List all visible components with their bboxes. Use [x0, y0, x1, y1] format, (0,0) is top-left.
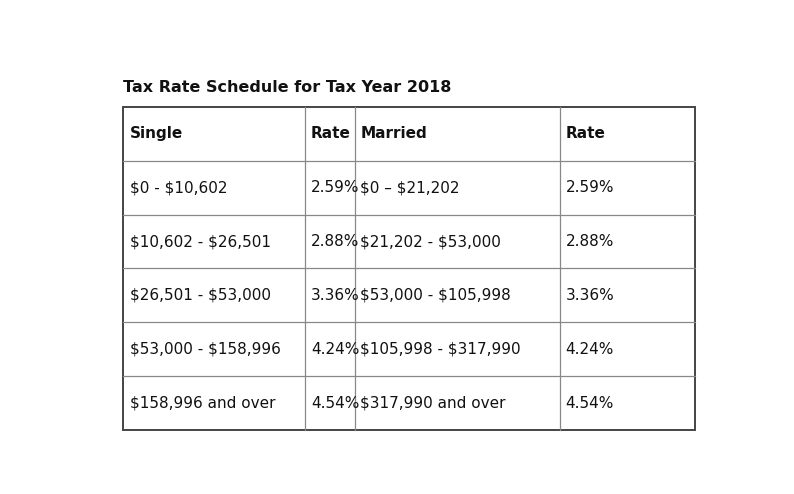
- Text: 2.59%: 2.59%: [311, 180, 360, 195]
- Text: Single: Single: [130, 126, 183, 141]
- Text: 4.54%: 4.54%: [311, 396, 360, 411]
- Text: \$53,000 - \$158,996: \$53,000 - \$158,996: [130, 342, 281, 357]
- Text: \$10,602 - \$26,501: \$10,602 - \$26,501: [130, 234, 271, 249]
- Text: \$21,202 - \$53,000: \$21,202 - \$53,000: [360, 234, 501, 249]
- Text: \$0 - \$10,602: \$0 - \$10,602: [130, 180, 228, 195]
- Text: \$26,501 - \$53,000: \$26,501 - \$53,000: [130, 288, 271, 303]
- Text: \$317,990 and over: \$317,990 and over: [360, 396, 506, 411]
- Text: Tax Rate Schedule for Tax Year 2018: Tax Rate Schedule for Tax Year 2018: [122, 80, 451, 95]
- Text: Rate: Rate: [565, 126, 606, 141]
- Text: Married: Married: [360, 126, 427, 141]
- Text: \$53,000 - \$105,998: \$53,000 - \$105,998: [360, 288, 511, 303]
- Text: 3.36%: 3.36%: [311, 288, 360, 303]
- Text: 2.59%: 2.59%: [565, 180, 615, 195]
- Text: 4.54%: 4.54%: [565, 396, 614, 411]
- Text: 4.24%: 4.24%: [311, 342, 360, 357]
- Text: 4.24%: 4.24%: [565, 342, 614, 357]
- Text: \$0 – \$21,202: \$0 – \$21,202: [360, 180, 460, 195]
- Text: Rate: Rate: [311, 126, 351, 141]
- Text: 2.88%: 2.88%: [565, 234, 614, 249]
- Text: 3.36%: 3.36%: [565, 288, 615, 303]
- Text: \$158,996 and over: \$158,996 and over: [130, 396, 276, 411]
- Text: 2.88%: 2.88%: [311, 234, 360, 249]
- Text: \$105,998 - \$317,990: \$105,998 - \$317,990: [360, 342, 521, 357]
